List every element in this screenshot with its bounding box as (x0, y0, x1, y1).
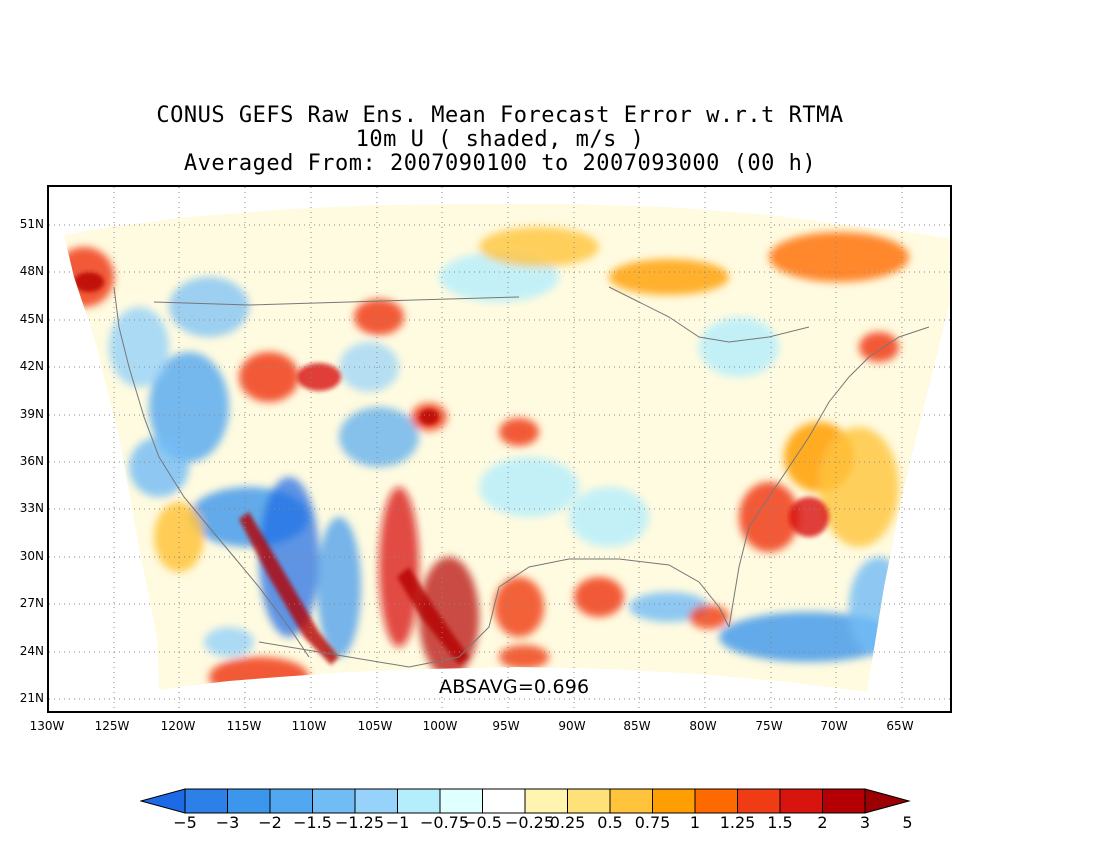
colorbar-tick-label: −0.25 (505, 813, 555, 832)
lat-label: 51N (19, 217, 44, 231)
colorbar-bin (482, 788, 526, 814)
colorbar-bin (184, 788, 228, 814)
colorbar-bin (312, 788, 356, 814)
chart-subtitle-variable: 10m U ( shaded, m/s ) (355, 127, 645, 152)
lon-label: 90W (558, 719, 586, 733)
chart-subtitle-period: Averaged From: 2007090100 to 2007093000 … (183, 151, 817, 176)
colorbar-min-arrow (140, 788, 186, 814)
colorbar-max-arrow (864, 788, 911, 814)
colorbar-bin (609, 788, 653, 814)
colorbar-tick-label: 0.5 (597, 813, 623, 832)
colorbar-bin (652, 788, 696, 814)
lon-label: 125W (94, 719, 130, 733)
colorbar-tick-label: 1.5 (767, 813, 793, 832)
lat-label: 36N (19, 454, 44, 468)
colorbar (140, 788, 911, 814)
colorbar-tick-label: 2 (817, 813, 828, 832)
colorbar-bin (567, 788, 611, 814)
lat-label: 33N (19, 501, 44, 515)
coastlines (113, 286, 930, 668)
colorbar-tick-label: −1.5 (293, 813, 332, 832)
colorbar-tick-label: −1 (385, 813, 410, 832)
lon-label: 130W (29, 719, 65, 733)
lon-label: 75W (755, 719, 783, 733)
lat-label: 24N (19, 644, 44, 658)
lon-label: 70W (820, 719, 848, 733)
colorbar-tick-label: −3 (215, 813, 240, 832)
lon-label: 105W (357, 719, 393, 733)
lon-label: 120W (160, 719, 196, 733)
lat-label: 45N (19, 312, 44, 326)
lat-label: 42N (19, 359, 44, 373)
lon-label: 95W (492, 719, 520, 733)
shaded-field (64, 204, 950, 692)
lon-label: 110W (291, 719, 327, 733)
lat-label: 39N (19, 407, 44, 421)
colorbar-bin (227, 788, 271, 814)
error-field-map (49, 187, 950, 711)
colorbar-bin (694, 788, 738, 814)
lat-label: 48N (19, 264, 44, 278)
map-grid (49, 187, 950, 711)
lon-label: 65W (886, 719, 914, 733)
lat-label: 21N (19, 691, 44, 705)
colorbar-tick-label: −5 (173, 813, 197, 832)
map-panel (47, 185, 952, 713)
colorbar-bin (779, 788, 823, 814)
colorbar-bin (524, 788, 568, 814)
lon-label: 115W (226, 719, 262, 733)
colorbar-bin (822, 788, 866, 814)
colorbar-bin (354, 788, 398, 814)
colorbar-tick-label: −0.5 (463, 813, 502, 832)
colorbar-tick-label: −0.75 (420, 813, 470, 832)
colorbar-bin (397, 788, 441, 814)
colorbar-tick-label: −2 (258, 813, 282, 832)
lat-label: 27N (19, 596, 44, 610)
lon-label: 85W (623, 719, 651, 733)
colorbar-bin (439, 788, 483, 814)
lat-label: 30N (19, 549, 44, 563)
colorbar-bin (737, 788, 781, 814)
colorbar-tick-label: 1 (689, 813, 701, 832)
chart-title: CONUS GEFS Raw Ens. Mean Forecast Error … (156, 103, 844, 128)
lon-label: 100W (422, 719, 458, 733)
colorbar-tick-label: −1.25 (335, 813, 385, 832)
colorbar-bin (269, 788, 313, 814)
colorbar-tick-label: 0.75 (634, 813, 671, 832)
colorbar-tick-label: 0.25 (549, 813, 586, 832)
colorbar-tick-label: 5 (902, 813, 913, 832)
colorbar-tick-label: 3 (859, 813, 871, 832)
lon-label: 80W (689, 719, 717, 733)
absavg-annotation: ABSAVG=0.696 (439, 676, 590, 698)
colorbar-tick-label: 1.25 (719, 813, 756, 832)
